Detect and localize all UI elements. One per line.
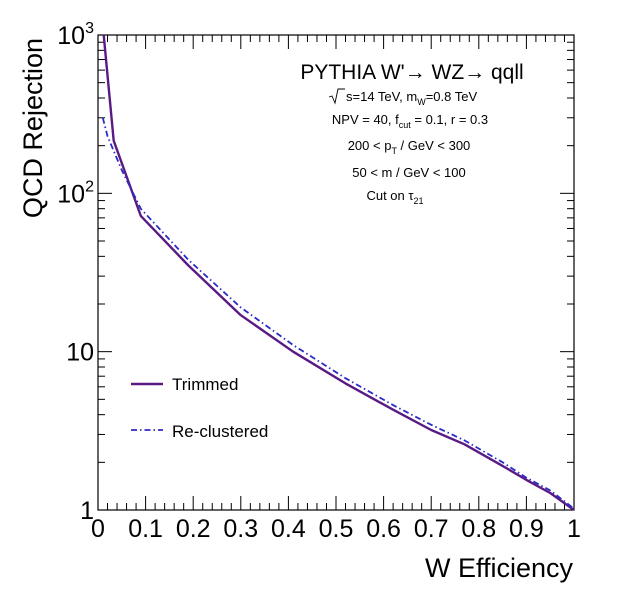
energy-label-sub: W xyxy=(417,97,426,107)
x-tick-labels: 0 0.1 0.2 0.3 0.4 0.5 0.6 0.7 0.8 0.9 1 xyxy=(91,515,581,543)
x-tick-label-8: 0.8 xyxy=(461,515,496,543)
y-tick-labels: 1 10 102 103 xyxy=(57,20,94,525)
x-tick-label-4: 0.4 xyxy=(271,515,306,543)
cut-label: Cut on τ21 xyxy=(366,188,423,206)
x-tick-label-10: 1 xyxy=(567,515,581,543)
y-tick-label-1000: 103 xyxy=(57,20,94,50)
x-tick-label-7: 0.7 xyxy=(414,515,449,543)
series-line-reclustered xyxy=(101,117,575,510)
x-tick-label-3: 0.3 xyxy=(223,515,258,543)
annotation-block: PYTHIA W'→ WZ→ qqll s=14 TeV, mW=0.8 TeV… xyxy=(300,61,523,206)
mass-range-label: 50 < m / GeV < 100 xyxy=(352,165,465,180)
tick-marks xyxy=(97,34,575,511)
y-tick-label-1: 1 xyxy=(80,497,94,525)
x-tick-label-9: 0.9 xyxy=(509,515,544,543)
pt-range-label-post: / GeV < 300 xyxy=(397,138,470,153)
pt-range-label-pre: 200 < p xyxy=(348,138,392,153)
y-tick-label-1000-exponent: 3 xyxy=(85,20,94,37)
x-axis-title: W Efficiency xyxy=(425,553,574,583)
legend-label-trimmed: Trimmed xyxy=(172,375,238,394)
process-label: PYTHIA W'→ WZ→ qqll xyxy=(300,61,523,84)
energy-label: s=14 TeV, mW=0.8 TeV xyxy=(346,89,477,107)
energy-label-post: =0.8 TeV xyxy=(426,89,478,104)
y-tick-label-100-base: 10 xyxy=(57,180,85,208)
y-axis-title: QCD Rejection xyxy=(18,38,48,218)
cut-label-sub: 21 xyxy=(414,196,424,206)
y-tick-label-1000-base: 10 xyxy=(57,22,85,50)
energy-label-pre: s=14 TeV, m xyxy=(346,89,417,104)
cut-label-pre: Cut on τ xyxy=(366,188,414,203)
sqrt-symbol-icon xyxy=(328,88,345,105)
y-tick-label-10: 10 xyxy=(66,339,94,367)
plot-frame xyxy=(97,34,575,511)
x-tick-label-0: 0 xyxy=(91,515,105,543)
x-tick-label-6: 0.6 xyxy=(366,515,401,543)
legend-label-reclustered: Re-clustered xyxy=(172,422,268,441)
legend: Trimmed Re-clustered xyxy=(131,375,268,441)
y-tick-label-100: 102 xyxy=(57,178,94,208)
x-tick-label-2: 0.2 xyxy=(176,515,211,543)
npv-label-post: = 0.1, r = 0.3 xyxy=(411,112,488,127)
series-line-trimmed xyxy=(102,34,575,511)
x-tick-label-5: 0.5 xyxy=(319,515,354,543)
pt-range-label-sub: T xyxy=(391,146,397,156)
npv-label-sub: cut xyxy=(399,120,412,130)
npv-label-pre: NPV = 40, f xyxy=(332,112,399,127)
x-tick-label-1: 0.1 xyxy=(128,515,163,543)
npv-label: NPV = 40, fcut = 0.1, r = 0.3 xyxy=(332,112,488,130)
pt-range-label: 200 < pT / GeV < 300 xyxy=(348,138,471,156)
y-tick-label-100-exponent: 2 xyxy=(85,178,94,195)
